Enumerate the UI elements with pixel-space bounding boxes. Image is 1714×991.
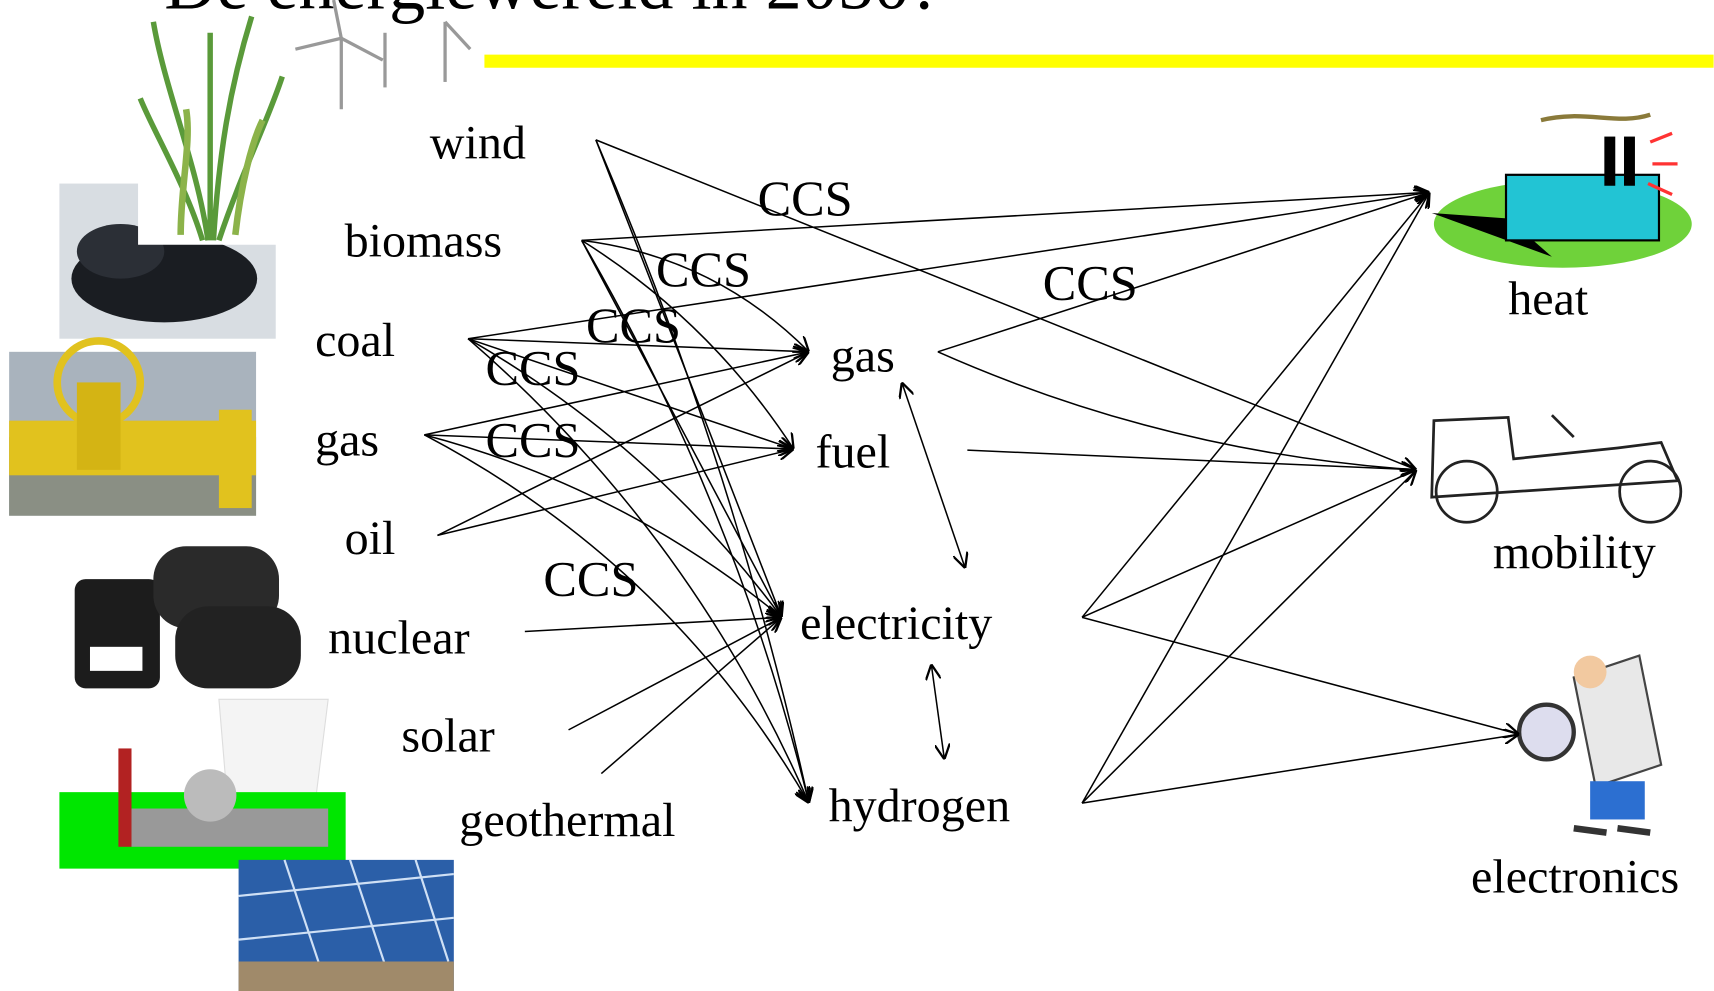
carrier-label: electricity	[800, 597, 992, 650]
flow-arrow	[595, 139, 809, 803]
flow-arrow	[1081, 470, 1416, 619]
ccs-label: CCS	[1043, 254, 1138, 310]
use-label: mobility	[1493, 526, 1656, 579]
oil-barrels-picture	[74, 546, 301, 689]
slide-title: De energiewereld in 2050?	[164, 0, 942, 25]
source-label: nuclear	[328, 611, 469, 664]
flow-arrow	[595, 139, 1417, 470]
flow-arrow	[467, 338, 782, 618]
flow-arrow	[1081, 734, 1519, 804]
flow-arrow	[937, 192, 1430, 353]
ccs-label: CCS	[656, 241, 751, 297]
double-arrow	[931, 664, 944, 759]
flow-arrow	[424, 434, 793, 449]
title-bar	[484, 54, 1714, 68]
nuclear-plant-picture	[59, 698, 346, 869]
ccs-label: CCS	[543, 550, 638, 606]
gas-pipe-picture	[9, 337, 257, 516]
flow-arrow	[1081, 470, 1416, 804]
flow-arrow	[580, 240, 782, 617]
flow-arrow	[1081, 192, 1429, 618]
source-label: biomass	[345, 215, 503, 268]
flow-arrow	[1081, 192, 1429, 804]
use-label: electronics	[1471, 851, 1679, 904]
carrier-label: gas	[831, 329, 895, 382]
ccs-label: CCS	[758, 170, 853, 226]
detective-picture	[1516, 654, 1663, 836]
flow-arrow	[568, 617, 782, 731]
flow-arrow	[1081, 616, 1519, 734]
ccs-label: CCS	[486, 412, 581, 468]
double-arrow	[902, 382, 965, 568]
flow-arrow	[581, 239, 794, 449]
flow-arrow	[423, 434, 809, 803]
carrier-label: hydrogen	[829, 780, 1011, 833]
flow-arrow	[467, 192, 1429, 340]
source-label: gas	[315, 414, 379, 467]
flow-arrow	[937, 351, 1417, 470]
source-label: wind	[430, 116, 526, 169]
flow-arrow	[581, 192, 1430, 242]
flow-arrow	[424, 434, 781, 617]
flow-arrow	[467, 338, 809, 803]
flow-arrow	[468, 337, 809, 352]
source-label: coal	[315, 314, 395, 367]
car-picture	[1430, 414, 1683, 524]
use-label: heat	[1508, 273, 1589, 326]
flow-arrow	[424, 352, 809, 436]
source-label: solar	[401, 710, 494, 763]
flow-arrow	[467, 337, 794, 449]
flow-arrow	[967, 449, 1416, 470]
ccs-label: CCS	[586, 297, 681, 353]
flow-arrow	[581, 239, 809, 351]
factory-picture	[1431, 112, 1692, 268]
flow-arrow	[600, 617, 781, 775]
flow-arrow	[437, 352, 808, 537]
solar-panel-picture	[238, 859, 454, 991]
carrier-label: fuel	[815, 426, 890, 479]
source-label: geothermal	[459, 794, 675, 847]
flow-arrow	[524, 617, 782, 633]
biomass-picture	[137, 10, 287, 245]
flow-arrow	[437, 449, 793, 537]
source-label: oil	[345, 512, 396, 565]
ccs-label: CCS	[486, 340, 581, 396]
wind-turbines-picture	[295, 0, 472, 110]
